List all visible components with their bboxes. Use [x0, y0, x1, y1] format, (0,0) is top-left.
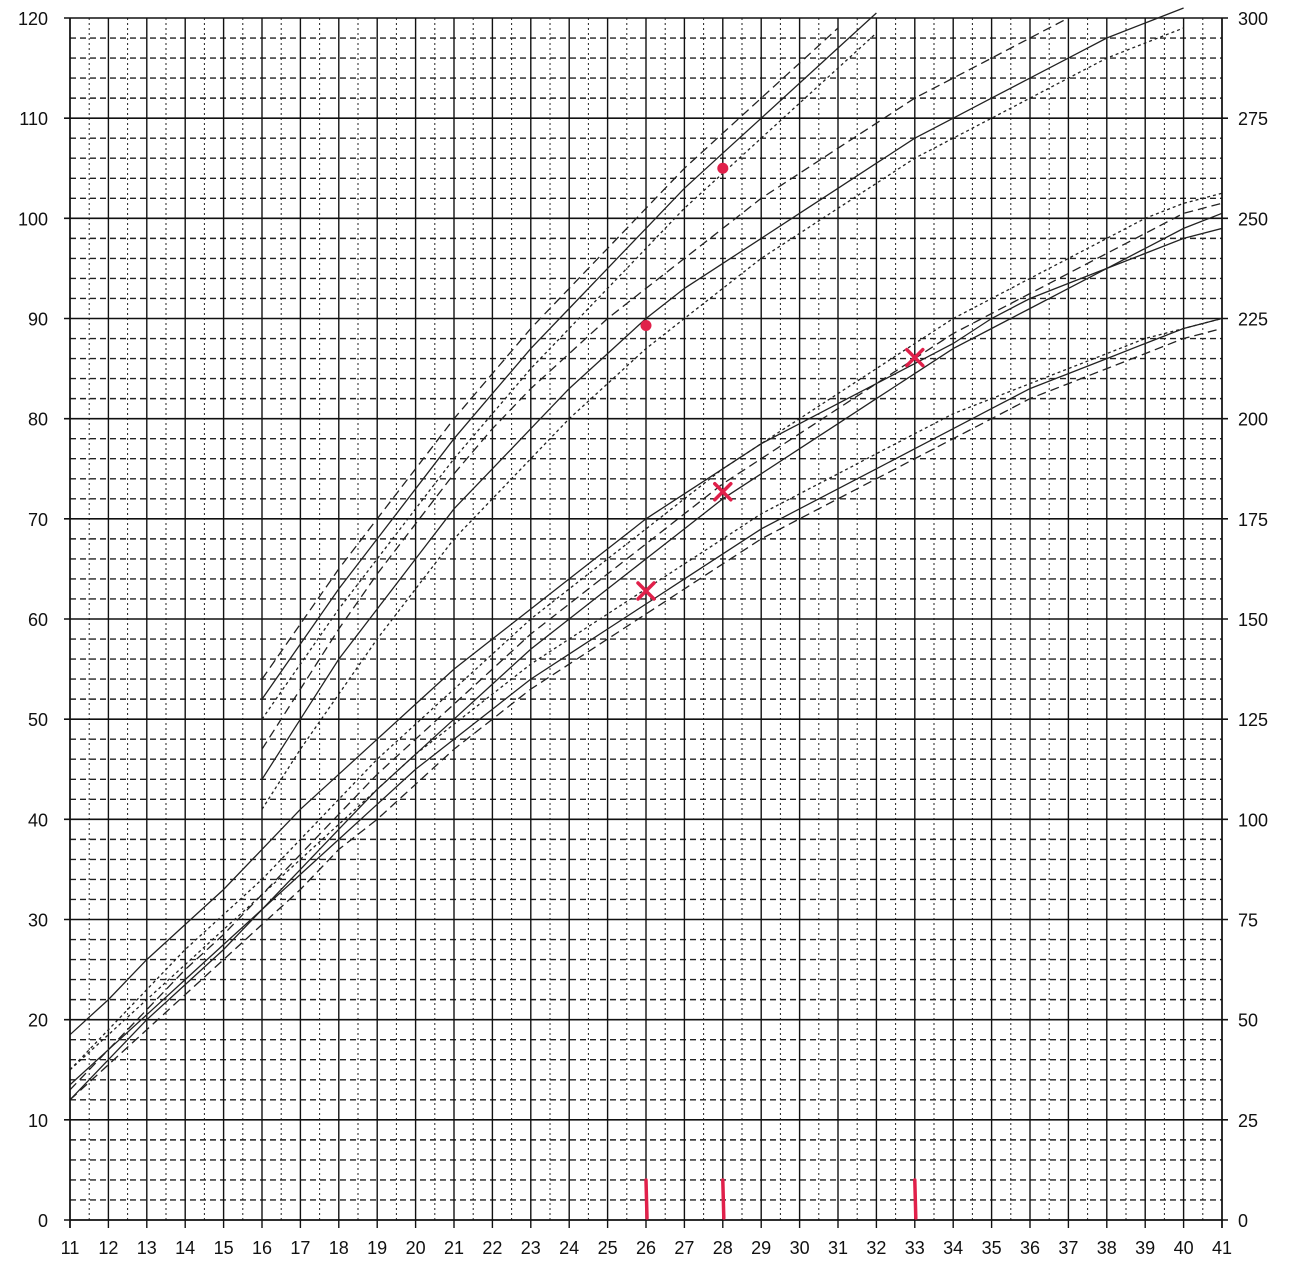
dot-marker	[640, 320, 652, 332]
reference-curve-10	[70, 227, 1222, 1036]
reference-curve-4	[261, 27, 839, 680]
y2-tick-label: 150	[1238, 610, 1268, 630]
reference-curve-1	[261, 7, 1184, 780]
x-tick-label: 19	[367, 1238, 387, 1258]
y-tick-label: 10	[28, 1111, 48, 1131]
y2-tick-label: 225	[1238, 310, 1268, 330]
y-tick-label: 120	[18, 9, 48, 29]
x-tick-label: 18	[329, 1238, 349, 1258]
x-tick-label: 25	[598, 1238, 618, 1258]
chart-grid	[64, 17, 1228, 1221]
date-tick-mark	[644, 1178, 649, 1220]
x-tick-label: 40	[1174, 1238, 1194, 1258]
x-tick-label: 20	[406, 1238, 426, 1258]
reference-curve-12	[70, 317, 1222, 1086]
y-tick-label: 80	[28, 410, 48, 430]
x-tick-label: 22	[482, 1238, 502, 1258]
y2-tick-label: 125	[1238, 710, 1268, 730]
x-tick-label: 35	[982, 1238, 1002, 1258]
date-tick-mark	[721, 1178, 726, 1220]
y2-tick-label: 75	[1238, 911, 1258, 931]
x-tick-label: 34	[943, 1238, 963, 1258]
x-tick-label: 11	[61, 1238, 80, 1258]
reference-curve-9	[70, 192, 1222, 1071]
x-tick-label: 38	[1097, 1238, 1117, 1258]
x-tick-label: 32	[866, 1238, 886, 1258]
y2-tick-label: 200	[1238, 410, 1268, 430]
x-tick-label: 26	[636, 1238, 656, 1258]
y2-tick-label: 0	[1238, 1211, 1248, 1231]
y-tick-label: 60	[28, 610, 48, 630]
x-tick-label: 21	[444, 1238, 464, 1258]
cross-marker	[713, 482, 733, 502]
y-tick-label: 0	[38, 1211, 48, 1231]
y2-tick-label: 25	[1238, 1111, 1258, 1131]
x-tick-label: 15	[214, 1238, 234, 1258]
tick-labels: 0 10 20 30 40 50 60 70 80 90 100 110 120 0 25 50 75 100 12…	[18, 9, 1268, 1258]
y2-tick-label: 300	[1238, 9, 1268, 29]
x-tick-label: 27	[674, 1238, 694, 1258]
chart-axes	[69, 18, 1223, 1228]
date-tick-mark	[913, 1178, 918, 1220]
measurement-markers	[636, 162, 925, 1220]
x-tick-label: 36	[1020, 1238, 1040, 1258]
x-tick-label: 39	[1135, 1238, 1155, 1258]
y2-tick-label: 275	[1238, 109, 1268, 129]
x-tick-label: 17	[290, 1238, 310, 1258]
cross-marker	[636, 581, 656, 601]
x-tick-label: 23	[521, 1238, 541, 1258]
y-tick-label: 50	[28, 710, 48, 730]
x-tick-label: 41	[1212, 1238, 1232, 1258]
x-tick-label: 28	[713, 1238, 733, 1258]
x-tick-label: 14	[175, 1238, 195, 1258]
y-tick-label: 70	[28, 510, 48, 530]
y-tick-label: 20	[28, 1011, 48, 1031]
reference-curve-11	[70, 327, 1222, 1101]
y2-tick-label: 175	[1238, 510, 1268, 530]
reference-curve-5	[261, 12, 877, 700]
y2-tick-label: 250	[1238, 209, 1268, 229]
dot-marker	[717, 162, 729, 174]
cross-marker	[905, 347, 925, 368]
y-tick-label: 90	[28, 310, 48, 330]
reference-curve-2	[261, 17, 1069, 750]
x-tick-label: 13	[137, 1238, 157, 1258]
x-tick-label: 30	[790, 1238, 810, 1258]
x-tick-label: 37	[1058, 1238, 1078, 1258]
x-tick-label: 33	[905, 1238, 925, 1258]
x-tick-label: 12	[98, 1238, 118, 1258]
y-tick-label: 110	[19, 109, 48, 129]
y-tick-label: 100	[18, 209, 48, 229]
y2-tick-label: 50	[1238, 1011, 1258, 1031]
y2-tick-label: 100	[1238, 810, 1268, 830]
reference-curve-6	[261, 32, 877, 720]
x-tick-label: 29	[751, 1238, 771, 1258]
x-tick-label: 24	[559, 1238, 579, 1258]
y-tick-label: 30	[28, 911, 48, 931]
y-tick-label: 40	[28, 810, 48, 830]
x-tick-label: 16	[252, 1238, 272, 1258]
x-tick-label: 31	[828, 1238, 848, 1258]
reference-curves	[70, 7, 1222, 1101]
